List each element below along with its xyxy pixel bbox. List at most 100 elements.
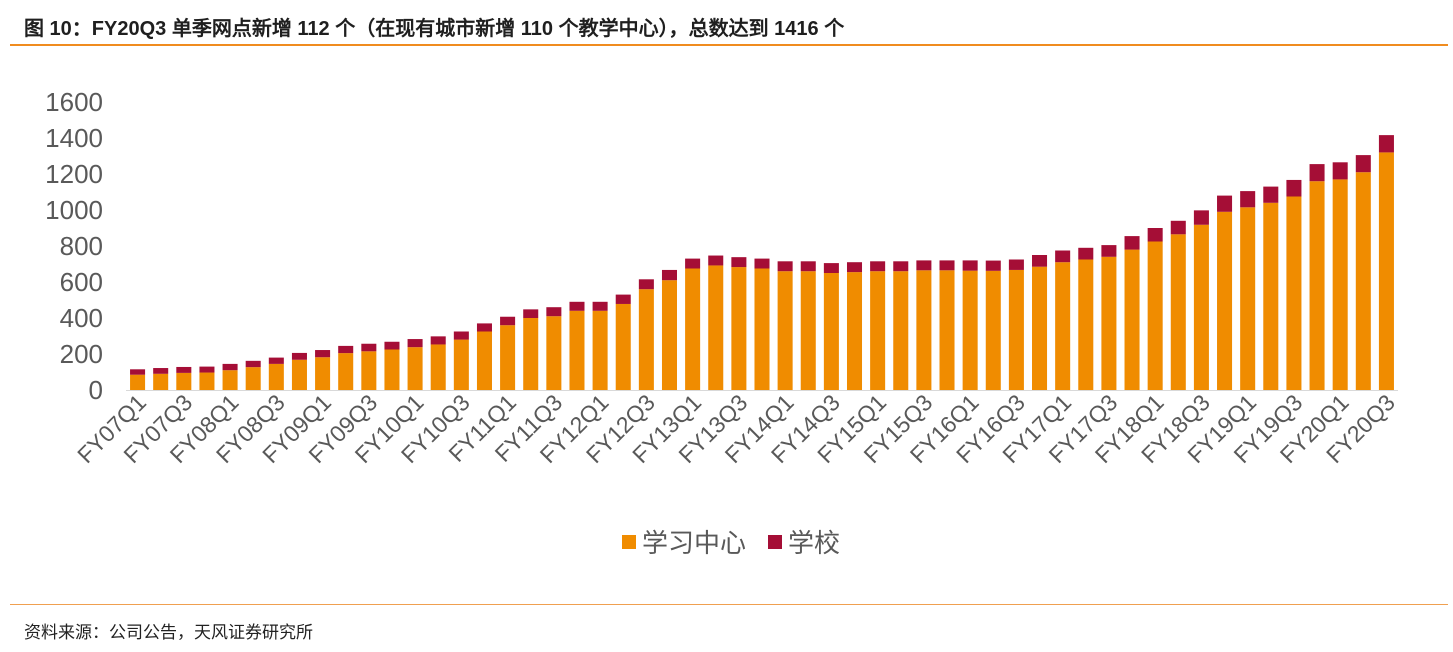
bar-segment-learning-center (222, 370, 238, 390)
bar-segment-learning-center (615, 303, 631, 390)
bar-segment-school (985, 260, 1001, 271)
bar-segment-school (315, 350, 331, 358)
bar-segment-school (476, 323, 492, 332)
bar-segment-school (1240, 191, 1256, 208)
x-axis: FY07Q1FY07Q3FY08Q1FY08Q3FY09Q1FY09Q3FY10… (72, 389, 1400, 468)
bar-segment-learning-center (962, 270, 978, 390)
y-axis: 0 200 400 600 800 1000 1200 1400 1600 (45, 87, 103, 405)
legend-swatch-school (768, 535, 782, 549)
bar-segment-school (130, 369, 146, 375)
bar-segment-school (361, 343, 377, 352)
bar-segment-learning-center (708, 265, 724, 390)
y-tick-label: 400 (60, 303, 103, 333)
bar-segment-learning-center (338, 353, 354, 390)
bar-segment-school (962, 260, 978, 271)
bars (130, 135, 1394, 390)
bar-segment-school (153, 368, 169, 374)
bar-segment-school (430, 336, 446, 345)
stacked-bar-chart: 0 200 400 600 800 1000 1200 1400 1600 FY07Q1FY07… (45, 87, 1400, 558)
bar-segment-school (754, 258, 770, 269)
y-tick-label: 600 (60, 267, 103, 297)
bar-segment-learning-center (130, 374, 146, 390)
bar-segment-learning-center (407, 347, 423, 390)
bar-segment-school (338, 345, 354, 354)
bar-segment-school (1101, 245, 1117, 257)
bar-segment-school (1055, 250, 1071, 263)
legend-swatch-learning-center (622, 535, 636, 549)
bar-segment-learning-center (685, 268, 701, 390)
bar-segment-school (523, 309, 539, 318)
bar-segment-school (453, 331, 469, 340)
bar-segment-learning-center (777, 271, 793, 390)
bar-segment-learning-center (1355, 172, 1371, 390)
bar-segment-school (708, 255, 724, 266)
bar-segment-school (800, 261, 816, 272)
bar-segment-learning-center (176, 372, 192, 390)
bar-segment-school (1008, 259, 1024, 270)
bar-segment-learning-center (870, 271, 886, 390)
bar-segment-school (176, 366, 192, 373)
bar-segment-learning-center (1101, 256, 1117, 390)
bar-segment-school (1078, 247, 1094, 260)
bar-segment-school (661, 269, 677, 281)
bar-segment-learning-center (1055, 262, 1071, 390)
source-note: 资料来源：公司公告，天风证券研究所 (24, 623, 313, 642)
bar-segment-school (199, 366, 215, 373)
bar-segment-learning-center (1240, 207, 1256, 390)
bar-segment-learning-center (846, 272, 863, 390)
bar-segment-school (1378, 135, 1394, 153)
bar-segment-learning-center (985, 270, 1001, 390)
bar-segment-school (823, 263, 839, 273)
bar-segment-school (731, 257, 747, 268)
bar-segment-learning-center (500, 325, 516, 390)
bar-segment-learning-center (893, 271, 909, 390)
bar-segment-school (1170, 220, 1186, 235)
legend-label-learning-center: 学习中心 (642, 528, 746, 558)
bar-segment-learning-center (1309, 181, 1325, 390)
legend-label-school: 学校 (788, 528, 840, 558)
y-tick-label: 1600 (45, 87, 103, 117)
bar-segment-learning-center (453, 339, 469, 390)
title-divider (10, 44, 1448, 46)
bar-segment-learning-center (1078, 259, 1094, 390)
bar-segment-school (569, 301, 585, 311)
bar-segment-learning-center (1147, 241, 1163, 390)
bar-segment-learning-center (1170, 234, 1186, 390)
bar-segment-school (546, 307, 562, 317)
bar-segment-school (1332, 162, 1348, 180)
bar-segment-school (1032, 255, 1048, 267)
bar-segment-school (1217, 195, 1233, 212)
bar-segment-learning-center (939, 270, 955, 390)
bar-segment-learning-center (823, 273, 839, 390)
bar-segment-learning-center (430, 344, 446, 390)
bar-segment-school (615, 294, 631, 304)
bar-segment-school (685, 258, 701, 269)
bar-segment-school (916, 260, 932, 271)
bar-segment-learning-center (476, 331, 492, 390)
bar-segment-learning-center (245, 367, 261, 390)
bar-segment-school (222, 363, 238, 371)
bar-segment-school (1263, 186, 1279, 203)
y-tick-label: 0 (89, 375, 103, 405)
bar-segment-school (870, 261, 886, 272)
bar-segment-learning-center (315, 357, 331, 390)
bar-segment-school (1309, 164, 1325, 182)
bar-segment-learning-center (661, 280, 677, 390)
bar-segment-learning-center (1332, 179, 1348, 390)
bar-segment-learning-center (916, 270, 932, 390)
bar-segment-learning-center (592, 310, 608, 390)
bar-segment-school (939, 260, 955, 271)
y-tick-label: 1000 (45, 195, 103, 225)
y-tick-label: 800 (60, 231, 103, 261)
bar-segment-learning-center (731, 267, 747, 390)
bar-segment-learning-center (569, 310, 585, 390)
bar-segment-learning-center (1008, 269, 1024, 390)
bar-segment-learning-center (754, 268, 770, 390)
figure-title: 图 10：FY20Q3 单季网点新增 112 个（在现有城市新增 110 个教学… (24, 18, 845, 40)
bar-segment-school (245, 360, 261, 368)
bar-segment-learning-center (800, 271, 816, 390)
bar-segment-learning-center (1193, 224, 1209, 390)
bar-segment-school (1286, 179, 1302, 197)
bar-segment-learning-center (384, 349, 400, 390)
bar-segment-school (638, 279, 654, 290)
